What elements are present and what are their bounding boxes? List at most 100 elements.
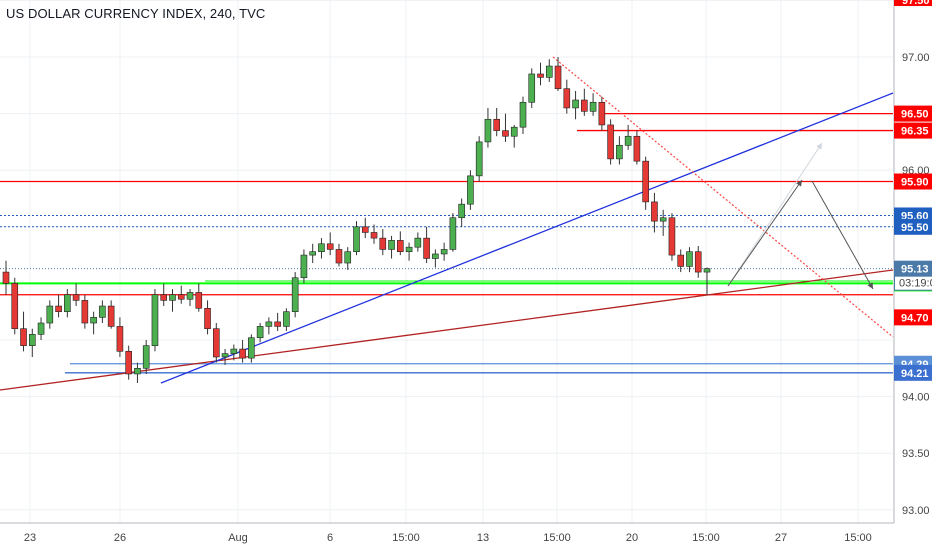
candle-body — [134, 367, 141, 375]
candle-body — [107, 305, 115, 327]
candle-body — [361, 226, 369, 233]
trend-line-dotted — [552, 56, 894, 338]
candle-body — [423, 237, 430, 259]
candle-body — [405, 246, 413, 253]
candle-body — [28, 334, 36, 346]
candle-body — [651, 201, 658, 222]
candle-body — [624, 135, 632, 146]
candle-body — [659, 217, 667, 222]
candle-body — [581, 99, 588, 112]
candle-body — [81, 300, 89, 324]
candle-body — [326, 243, 334, 250]
countdown-label: 03:19:0 — [899, 278, 932, 290]
candle-body — [169, 294, 176, 301]
candle-body — [458, 203, 465, 219]
candle-body — [20, 328, 27, 346]
candle-body — [598, 101, 606, 126]
candle-body — [528, 73, 536, 103]
candle-body — [274, 321, 281, 327]
candle-body — [11, 283, 19, 329]
badge-94-70 — [894, 309, 932, 326]
candle-body — [125, 351, 132, 375]
candle-body — [467, 175, 474, 205]
x-tick-label: 15:00 — [844, 532, 872, 544]
candle-body — [440, 249, 448, 255]
candle-body — [388, 240, 395, 250]
candle-body — [554, 65, 562, 89]
candle-body — [502, 130, 509, 137]
x-tick-label: 13 — [477, 532, 489, 544]
candle-body — [335, 249, 343, 264]
candle-body — [195, 292, 203, 309]
x-tick-label: 27 — [775, 532, 787, 544]
candle-body — [642, 160, 649, 203]
candle-body — [213, 328, 220, 358]
badge-label-96-35: 96.35 — [901, 126, 929, 138]
candle-body — [291, 277, 299, 312]
badge-label-94-21: 94.21 — [901, 368, 929, 380]
candle-body — [177, 294, 185, 300]
candle-body — [432, 253, 439, 259]
badge-95-50 — [894, 218, 932, 235]
candle-body — [265, 321, 273, 327]
badge-label-94-70: 94.70 — [901, 312, 929, 324]
candle-body — [668, 217, 676, 256]
candle-body — [116, 326, 124, 352]
candle-body — [151, 294, 159, 346]
badge-label-95-50: 95.50 — [901, 222, 929, 234]
candle-body — [537, 73, 544, 78]
trend-line-blue — [160, 92, 894, 384]
candle-body — [160, 294, 168, 301]
candle-body — [239, 348, 246, 359]
projection-arrow-light — [727, 142, 823, 287]
badge-label-95-90: 95.90 — [901, 177, 929, 189]
candle-body — [493, 118, 501, 131]
candle-body — [283, 311, 290, 327]
candle-body — [703, 268, 711, 273]
candle-body — [616, 144, 623, 160]
candle-body — [248, 337, 255, 359]
candle-body — [449, 217, 457, 250]
candle-body — [353, 226, 360, 253]
candle-body — [694, 251, 702, 273]
badge-95-90 — [894, 173, 932, 190]
candle-body — [230, 348, 238, 354]
candle-body — [633, 135, 641, 162]
candle-body — [589, 101, 597, 112]
candle-body — [300, 254, 308, 279]
x-tick-label: 15:00 — [392, 532, 420, 544]
candle-body — [142, 345, 150, 369]
candle-body — [46, 305, 54, 324]
y-tick-label: 94.00 — [902, 392, 930, 404]
x-tick-label: 23 — [24, 532, 36, 544]
projection-arrow-up — [727, 179, 803, 287]
candle-body — [510, 126, 518, 137]
projection-arrow-down — [811, 180, 874, 290]
candle-body — [90, 317, 97, 324]
candle-body — [414, 237, 422, 248]
chart-title: US DOLLAR CURRENCY INDEX, 240, TVC — [6, 6, 266, 21]
x-tick-label: 20 — [626, 532, 638, 544]
candle-body — [55, 305, 62, 313]
plot-area — [0, 0, 893, 523]
last-price-label: 95.13 — [901, 264, 929, 276]
candle-body — [99, 305, 106, 318]
candle-body — [186, 292, 194, 300]
candle-body — [370, 232, 378, 239]
countdown-box — [895, 276, 932, 290]
x-tick-label: Aug — [228, 532, 248, 544]
x-tick-label: 15:00 — [543, 532, 571, 544]
time-axis — [0, 523, 932, 550]
badge-label-96-50: 96.50 — [901, 109, 929, 121]
candle-body — [677, 254, 685, 267]
candle-body — [344, 251, 352, 264]
badge-top-partial — [894, 0, 932, 6]
candle-body — [686, 251, 693, 267]
candle-body — [2, 271, 10, 284]
y-tick-label: 93.00 — [902, 505, 930, 517]
badge-96-35 — [894, 122, 932, 139]
candle-body — [204, 308, 211, 329]
candle-body — [484, 118, 492, 143]
badge-top-partial-label: 97.50 — [902, 0, 930, 7]
